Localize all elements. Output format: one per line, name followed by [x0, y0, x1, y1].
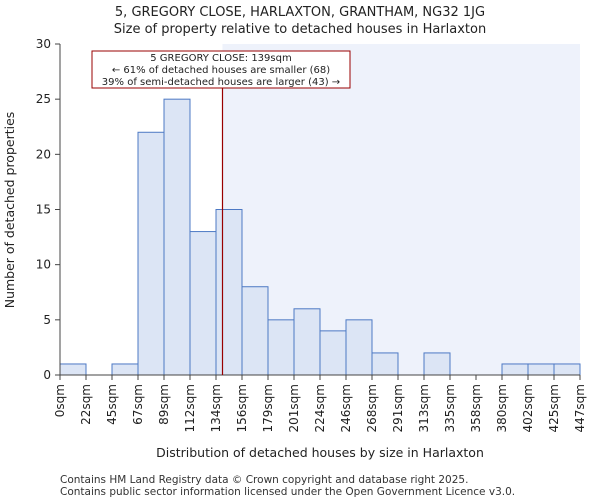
x-tick-label-313sqm: 313sqm — [417, 384, 431, 432]
x-tick-label-268sqm: 268sqm — [365, 384, 379, 432]
x-tick-label-67sqm: 67sqm — [131, 384, 145, 425]
x-tick-label-179sqm: 179sqm — [261, 384, 275, 432]
annotation-line-3: 39% of semi-detached houses are larger (… — [102, 77, 340, 88]
x-tick-label-425sqm: 425sqm — [547, 384, 561, 432]
y-tick-label-25: 25 — [36, 92, 51, 106]
bar-134sqm — [215, 209, 243, 376]
y-tick-label-20: 20 — [36, 147, 51, 161]
bar-156sqm — [241, 286, 269, 376]
y-tick-label-5: 5 — [43, 313, 51, 327]
x-tick-label-291sqm: 291sqm — [391, 384, 405, 432]
annotation-line-2: ← 61% of detached houses are smaller (68… — [112, 65, 330, 76]
x-tick-label-45sqm: 45sqm — [105, 384, 119, 425]
bar-313sqm — [423, 352, 451, 376]
x-tick-label-89sqm: 89sqm — [157, 384, 171, 425]
y-axis-label: Number of detached properties — [2, 112, 17, 309]
bar-268sqm — [371, 352, 399, 376]
x-tick-label-134sqm: 134sqm — [209, 384, 223, 432]
x-tick-label-246sqm: 246sqm — [339, 384, 353, 432]
y-tick-label-15: 15 — [36, 203, 51, 217]
x-tick-label-112sqm: 112sqm — [183, 384, 197, 432]
x-tick-label-201sqm: 201sqm — [287, 384, 301, 432]
y-tick-label-10: 10 — [36, 258, 51, 272]
bar-380sqm — [501, 363, 529, 376]
bar-425sqm — [553, 363, 581, 376]
x-tick-label-402sqm: 402sqm — [521, 384, 535, 432]
bar-89sqm — [163, 98, 191, 376]
bar-67sqm — [137, 131, 165, 376]
x-tick-label-22sqm: 22sqm — [79, 384, 93, 425]
x-tick-label-335sqm: 335sqm — [443, 384, 457, 432]
footer-line-1: Contains HM Land Registry data © Crown c… — [60, 474, 468, 486]
annotation-box — [91, 50, 351, 89]
x-axis-label: Distribution of detached houses by size … — [156, 445, 484, 460]
y-tick-label-0: 0 — [43, 368, 51, 382]
bar-224sqm — [319, 330, 347, 376]
bar-179sqm — [267, 319, 295, 376]
footer-line-2: Contains public sector information licen… — [60, 486, 515, 498]
x-tick-label-224sqm: 224sqm — [313, 384, 327, 432]
bar-45sqm — [111, 363, 139, 376]
x-tick-label-447sqm: 447sqm — [573, 384, 587, 432]
bar-0sqm — [59, 363, 87, 376]
plot-area: 0 5 10 15 20 25 30 0sqm 22sqm 45sqm 67sqm 89sqm 112s… — [36, 37, 587, 432]
chart-title: 5, GREGORY CLOSE, HARLAXTON, GRANTHAM, N… — [115, 5, 485, 20]
bar-402sqm — [527, 363, 555, 376]
bar-246sqm — [345, 319, 373, 376]
y-tick-label-30: 30 — [36, 37, 51, 51]
x-tick-label-156sqm: 156sqm — [235, 384, 249, 432]
x-tick-label-0sqm: 0sqm — [53, 384, 67, 417]
bar-201sqm — [293, 308, 321, 376]
x-tick-label-358sqm: 358sqm — [469, 384, 483, 432]
x-tick-label-380sqm: 380sqm — [495, 384, 509, 432]
chart-subtitle: Size of property relative to detached ho… — [114, 22, 486, 37]
annotation-line-1: 5 GREGORY CLOSE: 139sqm — [150, 53, 291, 64]
bar-112sqm — [189, 231, 217, 376]
